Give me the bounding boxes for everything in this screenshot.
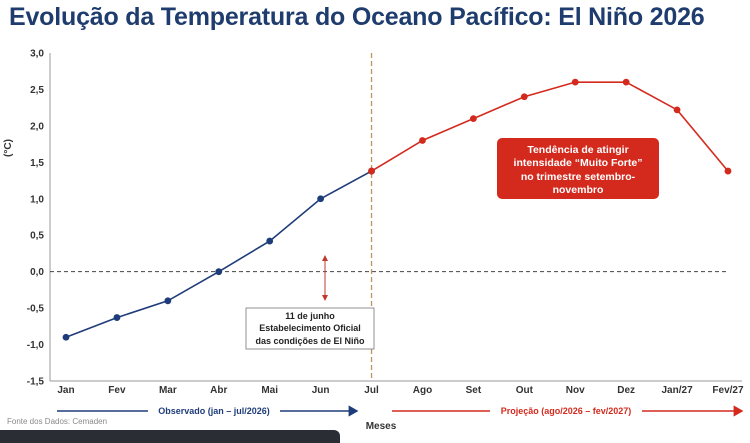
event-callout-box [245, 307, 375, 350]
observed-data-point [266, 237, 274, 245]
trend-line-4: novembro [553, 184, 604, 196]
trend-line-1: Tendência de atingir [527, 144, 628, 156]
y-tick-label: -1,5 [27, 377, 45, 388]
y-tick-label: 0,5 [30, 231, 44, 242]
x-tick-label: Jul [364, 385, 379, 396]
projection-data-point [469, 115, 477, 122]
y-tick-label: 2,0 [30, 121, 44, 132]
x-tick-label: Jan/27 [662, 385, 694, 396]
x-tick-label: Ago [413, 385, 432, 396]
observed-label-bg [148, 405, 280, 417]
projection-data-point [724, 167, 732, 175]
observed-data-point [215, 268, 223, 276]
projection-data-point [520, 93, 528, 101]
x-tick-label: Jun [312, 385, 330, 396]
event-arrow-down-head [322, 295, 328, 301]
x-tick-label: Fev/27 [712, 385, 744, 396]
trend-line-3: no trimestre setembro- [521, 171, 636, 183]
event-line-3: das condições de El Niño [255, 336, 365, 346]
event-arrow-up-head [322, 255, 328, 261]
projection-data-point [622, 78, 630, 86]
y-tick-label: -0,5 [27, 304, 45, 315]
x-tick-label: Nov [566, 385, 585, 396]
trend-callout-box [497, 138, 659, 199]
observed-data-point [164, 297, 172, 305]
x-tick-label: Abr [210, 385, 227, 396]
y-tick-label: 3,0 [30, 49, 44, 60]
projection-label-bg [490, 405, 642, 417]
y-tick-label: 1,0 [30, 194, 44, 205]
projection-series-line [371, 81, 729, 172]
x-tick-label: Dez [617, 385, 635, 396]
trend-line-2: intensidade “Muito Forte” [514, 157, 643, 169]
observed-data-point [317, 195, 325, 203]
projection-period-label: Projeção (ago/2026 – fev/2027) [501, 406, 632, 416]
y-tick-label: 0,0 [30, 267, 44, 278]
observed-data-point [62, 333, 70, 341]
data-source: Fonte dos Dados: Cemaden [7, 417, 107, 426]
x-tick-label: Jan [57, 385, 74, 396]
projection-data-point [419, 137, 426, 144]
y-tick-label: 2,5 [30, 85, 44, 96]
bottom-overlay-strip [0, 430, 340, 443]
event-line-2: Estabelecimento Oficial [259, 323, 361, 333]
y-tick-label: 1,5 [30, 158, 44, 169]
y-axis-label: (°C) [3, 139, 14, 157]
projection-data-point [368, 167, 375, 175]
page-title: Evolução da Temperatura do Oceano Pacífi… [9, 3, 705, 31]
x-tick-label: Out [516, 385, 534, 396]
x-tick-label: Set [466, 385, 482, 396]
y-tick-label: -1,0 [27, 340, 45, 351]
projection-data-point [673, 106, 681, 114]
x-axis-label: Meses [366, 421, 397, 432]
x-tick-label: Fev [108, 385, 126, 396]
observed-period-label: Observado (jan – jul/2026) [158, 406, 270, 416]
observed-data-point [113, 314, 121, 321]
x-tick-label: Mai [261, 385, 278, 396]
event-line-1: 11 de junho [285, 311, 335, 321]
x-tick-label: Mar [159, 385, 177, 396]
projection-data-point [571, 78, 579, 86]
